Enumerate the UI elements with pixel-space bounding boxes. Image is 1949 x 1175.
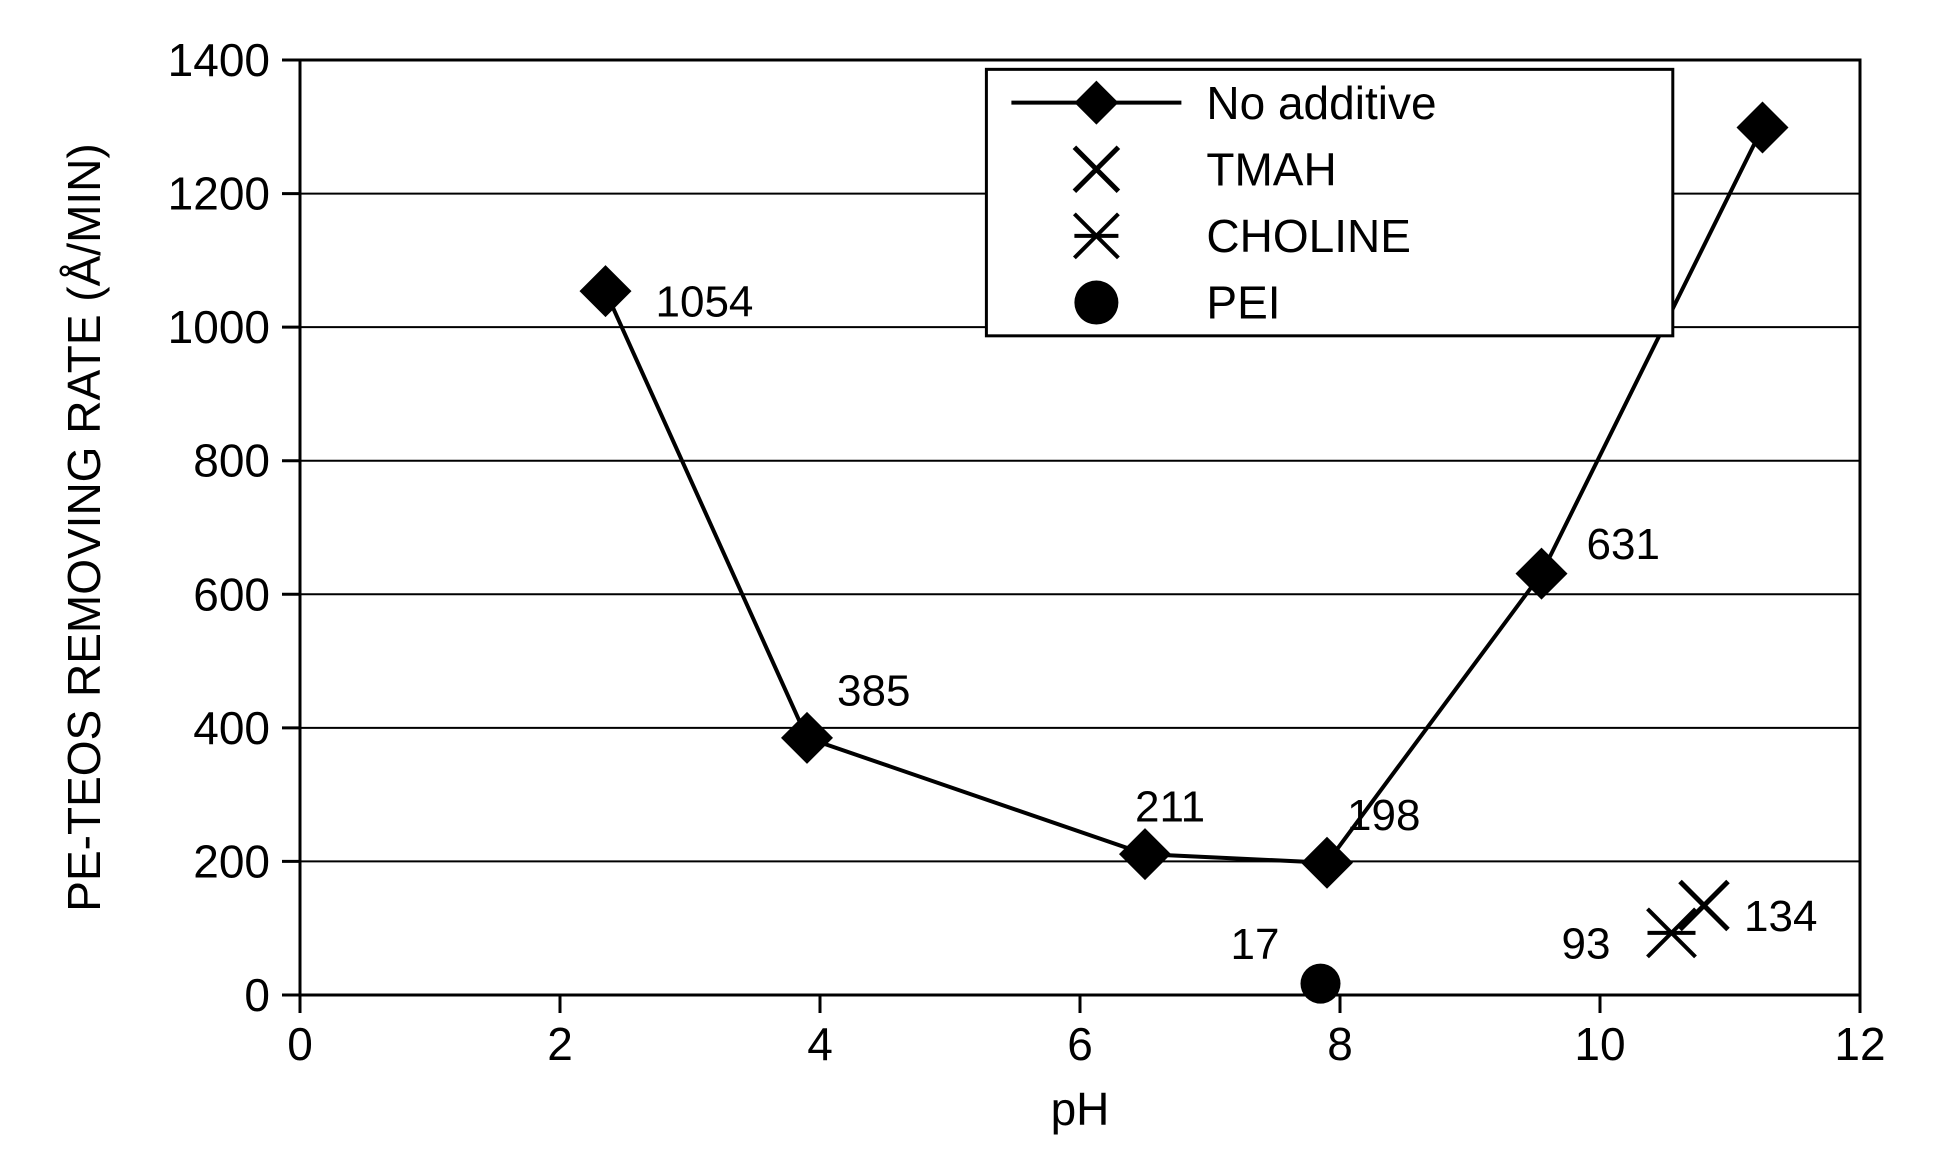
y-tick-label: 1400 [168,34,270,86]
data-label: 1054 [656,277,754,326]
y-tick-label: 600 [193,568,270,620]
data-label: 385 [837,666,910,715]
chart: 0 2 4 6 8 10 12 0 200 400 600 800 1000 1200 1400 pH PE-T… [0,0,1949,1175]
x-tick-label: 4 [807,1018,833,1070]
x-tick-label: 8 [1327,1018,1353,1070]
data-label: 93 [1562,919,1611,968]
y-tick-label: 1200 [168,168,270,220]
legend-label: PEI [1206,277,1280,329]
legend-label: No additive [1206,77,1436,129]
x-tick-label: 0 [287,1018,313,1070]
y-tick-label: 1000 [168,301,270,353]
x-tick-label: 10 [1574,1018,1625,1070]
x-axis-label: pH [1051,1083,1110,1135]
data-label: 134 [1744,892,1817,941]
data-label: 17 [1231,920,1280,969]
y-tick-label: 400 [193,702,270,754]
y-axis-label: PE-TEOS REMOVING RATE (Å/MIN) [58,143,110,911]
data-label: 198 [1347,791,1420,840]
x-tick-label: 2 [547,1018,573,1070]
legend-label: CHOLINE [1206,210,1410,262]
y-tick-label: 200 [193,835,270,887]
x-tick-label: 12 [1834,1018,1885,1070]
data-label: 631 [1587,520,1660,569]
data-label: 211 [1135,782,1205,831]
legend-label: TMAH [1206,143,1336,195]
y-tick-label: 800 [193,435,270,487]
y-tick-label: 0 [244,969,270,1021]
x-tick-label: 6 [1067,1018,1093,1070]
